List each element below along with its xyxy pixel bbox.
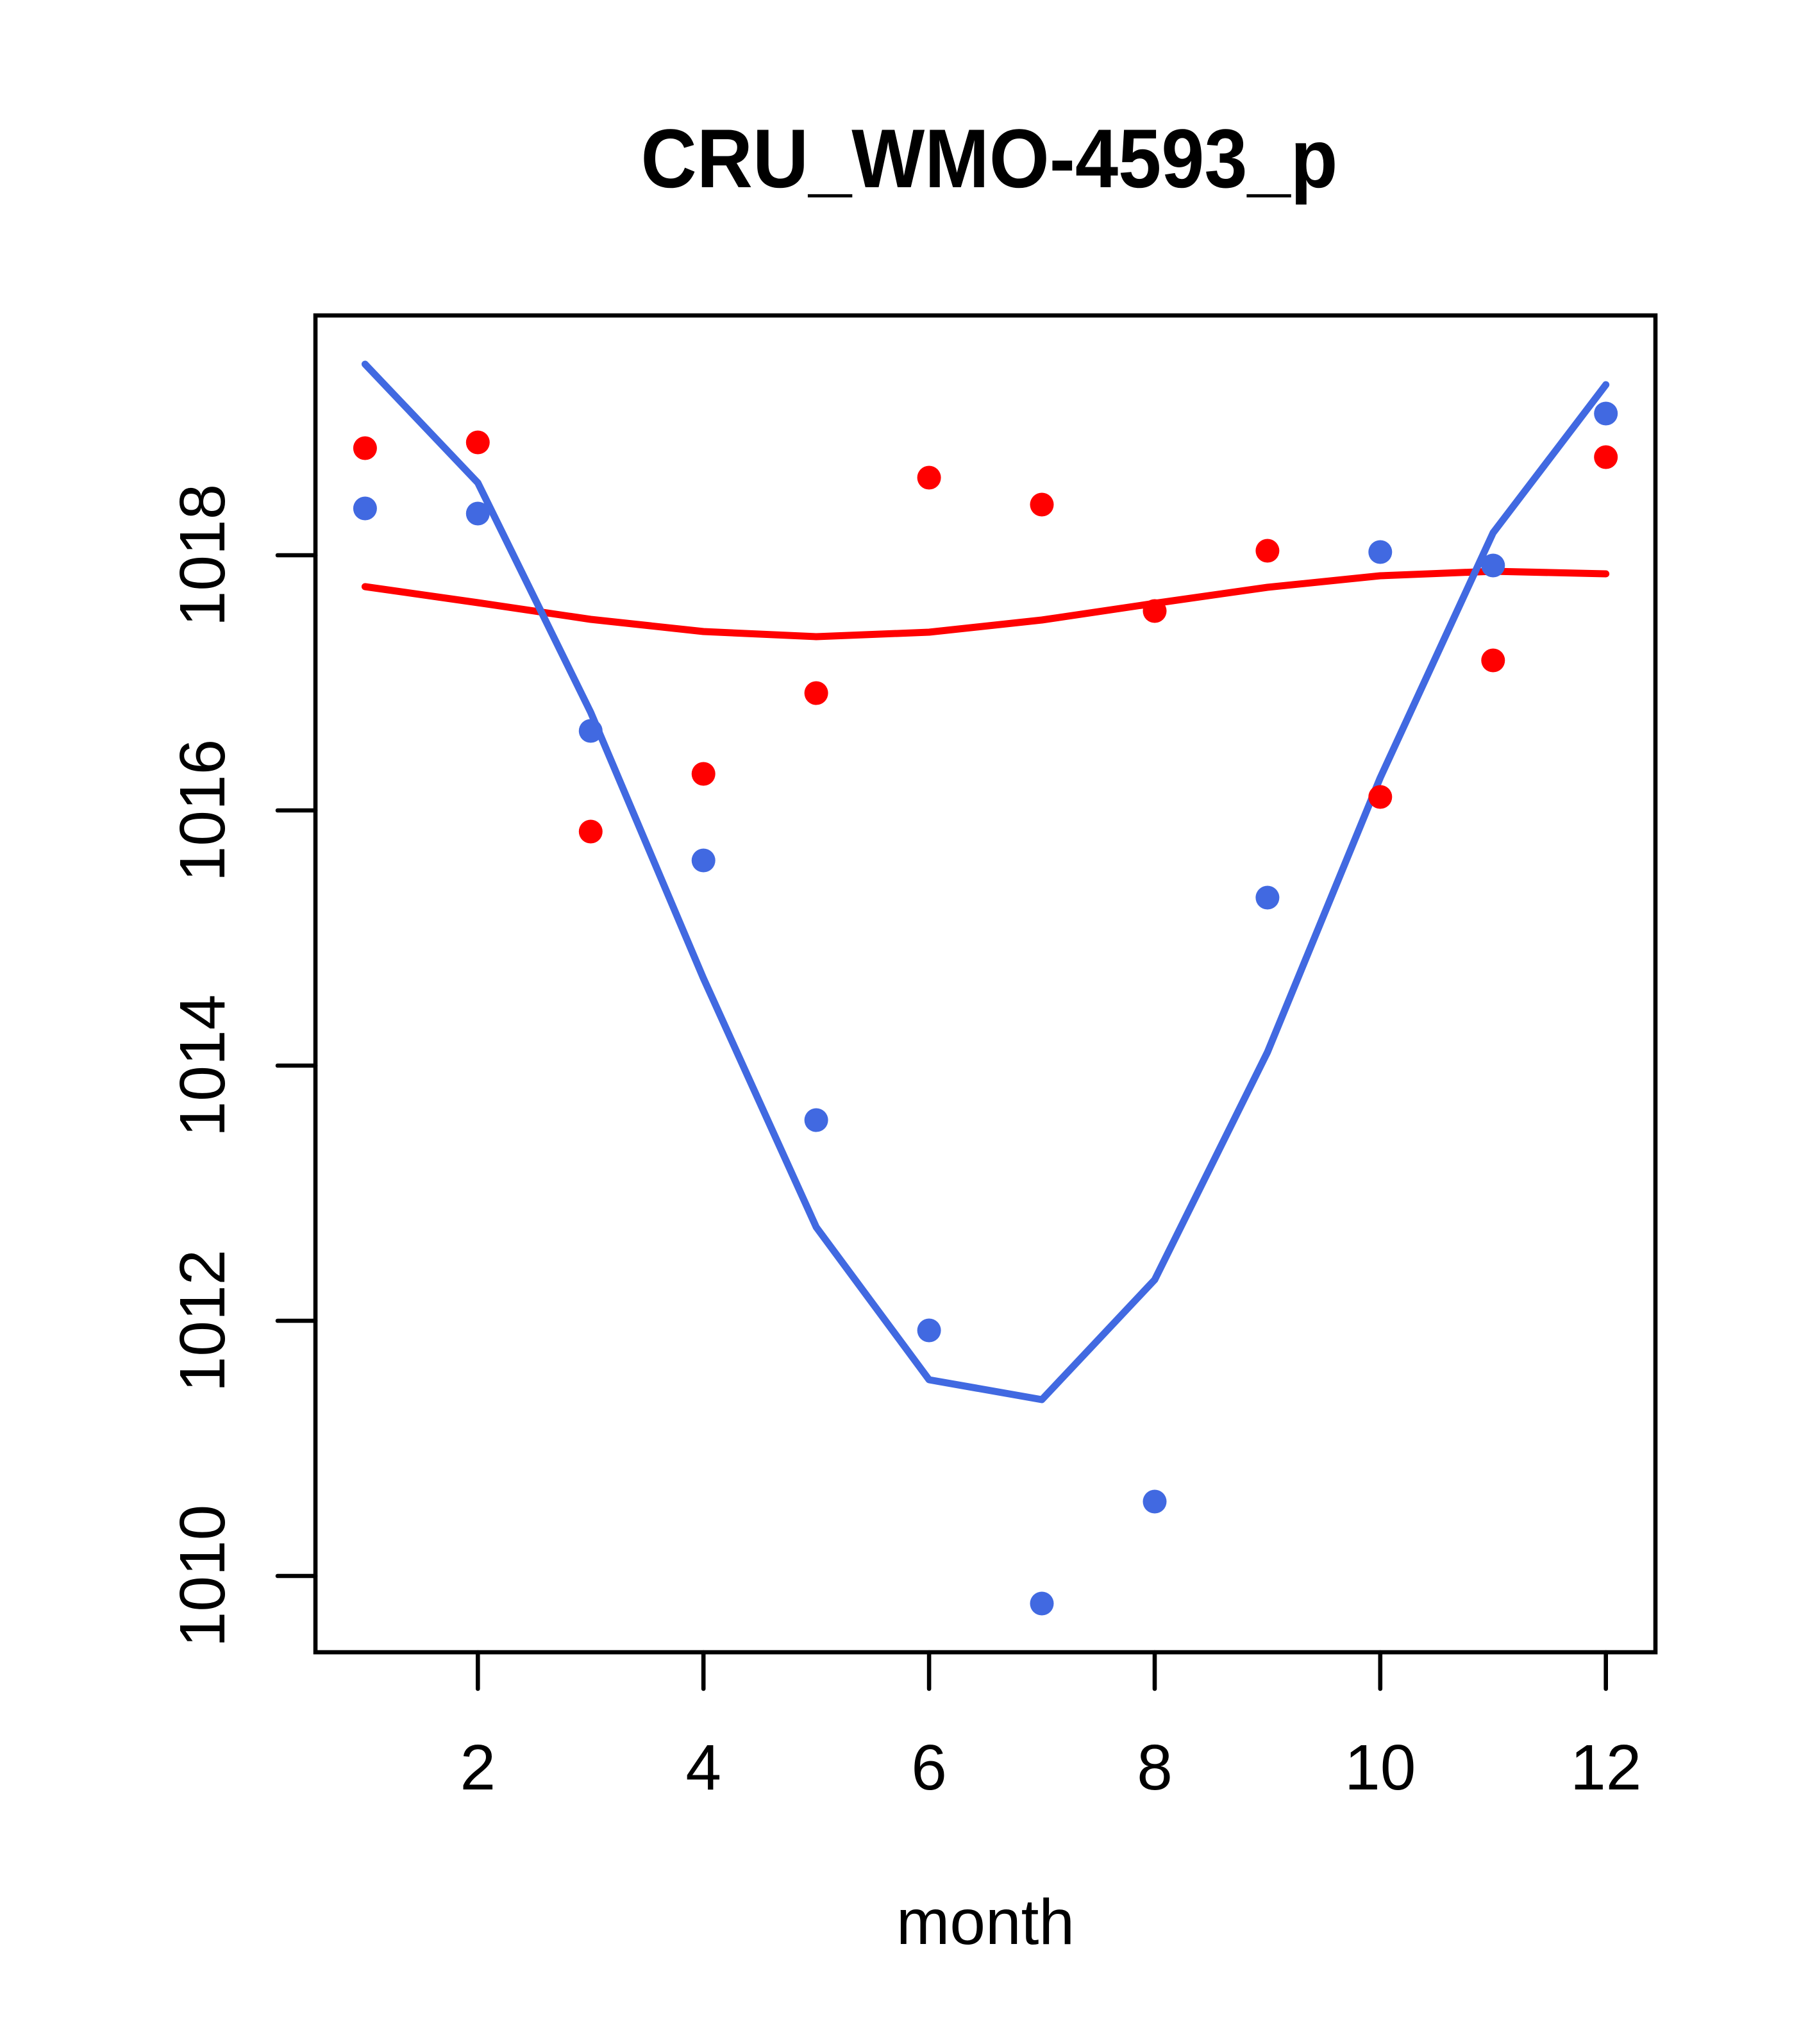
svg-text:8: 8 — [1137, 1732, 1173, 1804]
svg-text:6: 6 — [911, 1732, 947, 1804]
svg-text:1012: 1012 — [167, 1250, 239, 1392]
svg-text:4: 4 — [685, 1732, 721, 1804]
svg-text:month: month — [896, 1886, 1075, 1958]
svg-text:1010: 1010 — [167, 1505, 239, 1647]
svg-text:CRU_WMO-4593_p: CRU_WMO-4593_p — [641, 112, 1338, 205]
svg-text:10: 10 — [1344, 1732, 1416, 1804]
svg-text:12: 12 — [1570, 1732, 1641, 1804]
svg-text:1016: 1016 — [167, 739, 239, 882]
svg-text:1014: 1014 — [167, 994, 239, 1137]
svg-text:2: 2 — [460, 1732, 496, 1804]
svg-text:1018: 1018 — [167, 484, 239, 626]
